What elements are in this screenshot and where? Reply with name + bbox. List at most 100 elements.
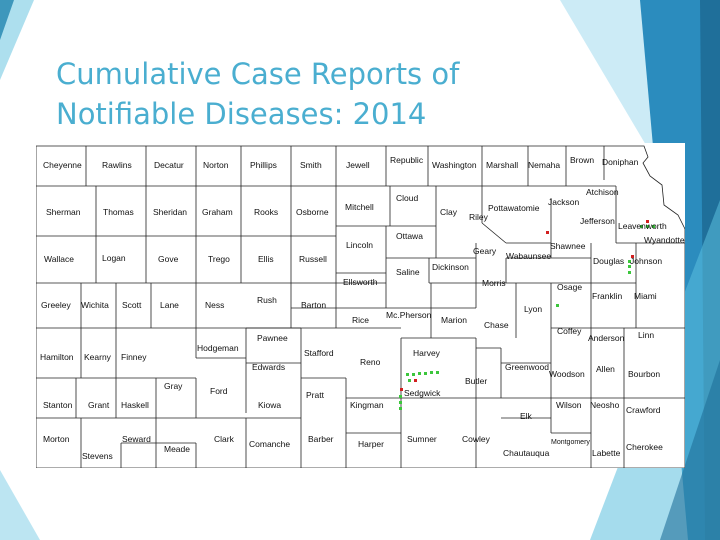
county-label: Harper xyxy=(358,439,384,449)
county-label: Franklin xyxy=(592,291,623,301)
county-label: Smith xyxy=(300,160,322,170)
county-label: Chase xyxy=(484,320,509,330)
county-label: Gray xyxy=(164,381,183,391)
county-label: Nemaha xyxy=(528,160,561,170)
county-label: Ellis xyxy=(258,254,274,264)
county-label: Montgomery xyxy=(551,439,590,446)
county-label: Clay xyxy=(440,207,458,217)
county-label: Cloud xyxy=(396,193,419,203)
county-label: Leavenworth xyxy=(618,221,667,231)
county-label: Marion xyxy=(441,315,467,325)
county-label: Mc.Pherson xyxy=(386,310,432,320)
county-label: Ellsworth xyxy=(343,277,378,287)
report-markers xyxy=(399,220,655,410)
county-label: Shawnee xyxy=(550,241,586,251)
county-label: Comanche xyxy=(249,439,291,449)
county-label: Thomas xyxy=(103,207,134,217)
county-label: Ottawa xyxy=(396,231,423,241)
county-label: Scott xyxy=(122,300,142,310)
county-label: Brown xyxy=(570,155,595,165)
county-label: Osborne xyxy=(296,207,329,217)
title-line-2: Notifiable Diseases: 2014 xyxy=(56,97,427,131)
county-label: Doniphan xyxy=(602,157,639,167)
county-label: Atchison xyxy=(586,187,619,197)
county-label: Haskell xyxy=(121,400,149,410)
county-label: Clark xyxy=(214,434,234,444)
county-label: Linn xyxy=(638,330,655,340)
county-label: Gove xyxy=(158,254,179,264)
county-label: Miami xyxy=(634,291,657,301)
county-label: Wyandotte xyxy=(644,235,685,245)
title-line-1: Cumulative Case Reports of xyxy=(56,57,460,91)
county-label: Coffey xyxy=(557,326,582,336)
county-label: Kiowa xyxy=(258,400,282,410)
county-label: Ford xyxy=(210,386,228,396)
county-label: Rush xyxy=(257,295,277,305)
county-label: Dickinson xyxy=(432,262,469,272)
county-label: Ness xyxy=(205,300,225,310)
county-label: Decatur xyxy=(154,160,184,170)
county-label: Russell xyxy=(299,254,327,264)
county-label: Crawford xyxy=(626,405,661,415)
county-label: Morton xyxy=(43,434,70,444)
county-label: Finney xyxy=(121,352,147,362)
slide-title: Cumulative Case Reports of Notifiable Di… xyxy=(56,54,576,134)
county-label: Greeley xyxy=(41,300,71,310)
county-label: Chautauqua xyxy=(503,448,550,458)
county-label: Osage xyxy=(557,282,583,292)
county-label: Reno xyxy=(360,357,381,367)
county-label: Hamilton xyxy=(40,352,74,362)
county-label: Barton xyxy=(301,300,327,310)
county-label: Wichita xyxy=(81,300,109,310)
county-label: Lyon xyxy=(524,304,543,314)
county-label: Sedgwick xyxy=(404,388,441,398)
county-label: Pratt xyxy=(306,390,324,400)
county-label: Lane xyxy=(160,300,179,310)
county-label: Stafford xyxy=(304,348,334,358)
county-label: Pawnee xyxy=(257,333,288,343)
county-label: Rice xyxy=(352,315,370,325)
county-label: Graham xyxy=(202,207,233,217)
county-label: Johnson xyxy=(630,256,663,266)
county-label: Jefferson xyxy=(580,216,615,226)
county-label: Greenwood xyxy=(505,362,549,372)
county-label: Jewell xyxy=(346,160,370,170)
county-label: Kingman xyxy=(350,400,384,410)
county-label: Marshall xyxy=(486,160,519,170)
county-label: Douglas xyxy=(593,256,625,266)
county-label: Allen xyxy=(596,364,615,374)
county-label: Sherman xyxy=(46,207,81,217)
county-label: Edwards xyxy=(252,362,286,372)
county-label: Geary xyxy=(473,246,497,256)
county-label: Rawlins xyxy=(102,160,132,170)
county-label: Bourbon xyxy=(628,369,661,379)
county-label: Pottawatomie xyxy=(488,203,540,213)
county-label: Barber xyxy=(308,434,334,444)
county-label: Kearny xyxy=(84,352,111,362)
county-label: Grant xyxy=(88,400,110,410)
county-label: Mitchell xyxy=(345,202,374,212)
county-label: Wilson xyxy=(556,400,582,410)
county-label: Wallace xyxy=(44,254,74,264)
county-label: Phillips xyxy=(250,160,277,170)
county-label: Wabaunsee xyxy=(506,251,552,261)
county-label: Harvey xyxy=(413,348,440,358)
county-label: Hodgeman xyxy=(197,343,239,353)
county-label: Trego xyxy=(208,254,230,264)
county-label: Butler xyxy=(465,376,488,386)
county-label: Washington xyxy=(432,160,477,170)
county-label: Morris xyxy=(482,278,506,288)
kansas-county-map: Cheyenne Rawlins Decatur Norton Phillips… xyxy=(36,143,685,468)
county-label: Stanton xyxy=(43,400,73,410)
county-label: Elk xyxy=(520,411,532,421)
county-label: Riley xyxy=(469,212,488,222)
county-label: Saline xyxy=(396,267,420,277)
county-label: Rooks xyxy=(254,207,279,217)
county-label: Cherokee xyxy=(626,442,663,452)
county-boundaries xyxy=(36,145,685,468)
county-label: Republic xyxy=(390,155,424,165)
county-label: Sheridan xyxy=(153,207,188,217)
county-label: Anderson xyxy=(588,333,625,343)
county-label: Norton xyxy=(203,160,229,170)
county-label: Cheyenne xyxy=(43,160,82,170)
